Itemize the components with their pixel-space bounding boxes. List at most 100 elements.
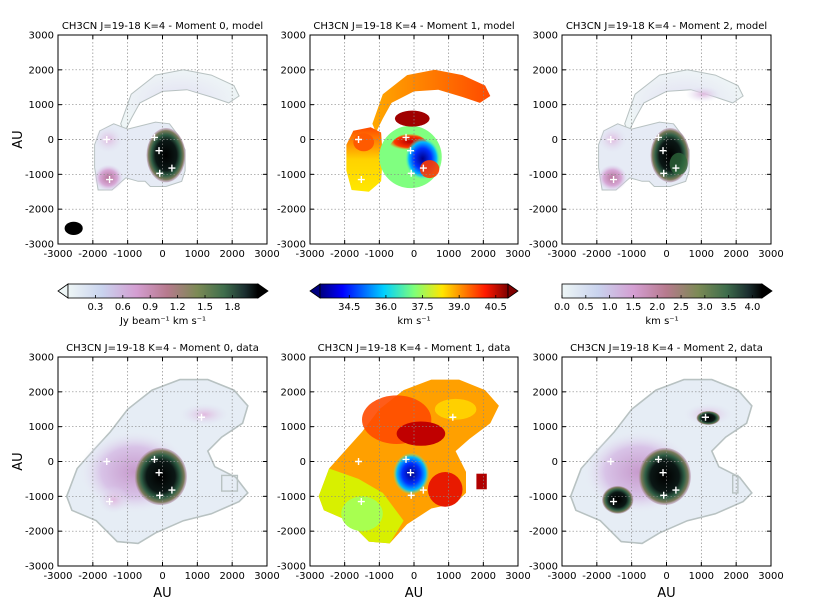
y-tick-label: -2000 (25, 205, 54, 216)
colorbars: 0.3 0.6 0.9 1.2 1.5 1.8 Jy beam⁻¹ km s⁻¹ 34.5 36… (57, 283, 773, 327)
colorbar-extend-max (257, 283, 269, 299)
x-tick-label: -2000 (330, 249, 359, 260)
x-tick-label: -2000 (78, 249, 107, 260)
y-tick-label: -1000 (25, 492, 54, 503)
x-tick-label: -1000 (617, 249, 646, 260)
panel-4: -3000 -2000 -1000 0 1000 2000 3000 3000 2000 1000… (11, 343, 280, 601)
emission-blob (93, 164, 124, 192)
source-marker (407, 147, 415, 155)
x-tick-label: 2000 (471, 249, 496, 260)
colorbar-tick-label: 1.8 (224, 302, 240, 313)
panel-title: CH3CN J=19-18 K=4 - Moment 0, data (66, 343, 259, 354)
source-marker (150, 133, 158, 141)
emission-blob (597, 164, 628, 192)
y-tick-label: -1000 (277, 492, 306, 503)
source-marker (198, 413, 206, 421)
x-tick-label: 1000 (185, 249, 210, 260)
y-tick-label: -2000 (277, 205, 306, 216)
colorbar-extend-min (57, 283, 69, 299)
source-marker (106, 498, 114, 506)
x-tick-label: 1000 (185, 571, 210, 582)
x-axis-label: AU (657, 586, 675, 601)
y-tick-label: 1000 (281, 100, 306, 111)
x-tick-label: 0 (159, 571, 165, 582)
source-marker (106, 176, 114, 184)
y-tick-label: -2000 (277, 527, 306, 538)
source-marker (407, 469, 415, 477)
y-tick-label: -3000 (529, 240, 558, 251)
x-tick-label: 0 (159, 249, 165, 260)
x-tick-label: -2000 (78, 571, 107, 582)
y-tick-label: 2000 (281, 387, 306, 398)
colorbar-tick-label: 3.0 (697, 302, 713, 313)
y-tick-label: -3000 (25, 562, 54, 573)
velocity-blob (353, 133, 375, 152)
colorbar-tick-label: 2.5 (673, 302, 689, 313)
beam-ellipse (64, 221, 83, 235)
source-marker (355, 458, 363, 465)
colorbar-tick-label: 1.5 (197, 302, 213, 313)
x-axis-label: AU (405, 586, 423, 601)
x-tick-label: -3000 (547, 571, 576, 582)
source-marker (659, 469, 667, 477)
y-tick-label: 0 (48, 135, 54, 146)
y-tick-label: -2000 (25, 527, 54, 538)
x-tick-label: -2000 (330, 571, 359, 582)
x-tick-label: 3000 (254, 249, 279, 260)
x-tick-label: -2000 (582, 571, 611, 582)
y-axis-label: AU (11, 452, 26, 470)
velocity-redshifted (427, 472, 463, 507)
source-marker (419, 486, 427, 494)
emission-blob (98, 485, 130, 514)
y-tick-label: -3000 (25, 240, 54, 251)
x-tick-label: -3000 (547, 249, 576, 260)
colorbar-tick-label: 34.5 (338, 302, 360, 313)
x-tick-label: 0 (663, 571, 669, 582)
source-marker (103, 136, 111, 143)
y-axis-label: AU (11, 130, 26, 148)
y-tick-label: 3000 (533, 31, 558, 42)
panels: -3000 -2000 -1000 0 1000 2000 3000 3000 2000 1000… (11, 21, 784, 601)
source-marker (357, 498, 365, 506)
panel-6: -3000 -2000 -1000 0 1000 2000 3000 3000 2000 1000… (529, 343, 784, 601)
x-tick-label: -3000 (295, 249, 324, 260)
y-tick-label: 2000 (281, 65, 306, 76)
x-axis-label: AU (153, 586, 171, 601)
y-tick-label: 1000 (29, 422, 54, 433)
source-marker (150, 455, 158, 463)
colorbar-tick-label: 1.5 (625, 302, 641, 313)
source-marker (103, 458, 111, 465)
panel-title: CH3CN J=19-18 K=4 - Moment 1, data (318, 343, 511, 354)
x-tick-label: -1000 (365, 571, 394, 582)
emission-blob (685, 86, 721, 103)
x-tick-label: 3000 (758, 249, 783, 260)
y-tick-label: 3000 (29, 31, 54, 42)
panel-title: CH3CN J=19-18 K=4 - Moment 2, data (570, 343, 763, 354)
velocity-redshifted (419, 160, 440, 179)
y-tick-label: 2000 (533, 65, 558, 76)
x-tick-label: -1000 (617, 571, 646, 582)
colorbar-tick-label: 37.5 (411, 302, 433, 313)
y-tick-label: -2000 (529, 205, 558, 216)
source-marker (168, 486, 176, 494)
x-tick-label: 0 (411, 571, 417, 582)
panel-2: -3000 -2000 -1000 0 1000 2000 3000 3000 2000 1000… (277, 21, 531, 260)
panel-1: -3000 -2000 -1000 0 1000 2000 3000 3000 2000 1000… (11, 21, 280, 260)
source-marker (610, 176, 618, 184)
source-marker (610, 498, 618, 506)
colorbar-1: 0.3 0.6 0.9 1.2 1.5 1.8 Jy beam⁻¹ km s⁻¹ (57, 283, 269, 327)
colorbar-extend-min (309, 283, 321, 299)
emission-core (146, 128, 186, 183)
x-tick-label: -1000 (113, 571, 142, 582)
emission-arc (120, 69, 240, 134)
x-tick-label: 2000 (471, 571, 496, 582)
source-marker (155, 147, 163, 155)
colorbar-label: km s⁻¹ (397, 316, 430, 327)
source-marker (607, 136, 615, 143)
y-tick-label: 2000 (29, 387, 54, 398)
x-tick-label: 3000 (505, 571, 530, 582)
y-tick-label: 3000 (29, 353, 54, 364)
emission-blob (602, 485, 634, 514)
source-marker (407, 169, 415, 177)
